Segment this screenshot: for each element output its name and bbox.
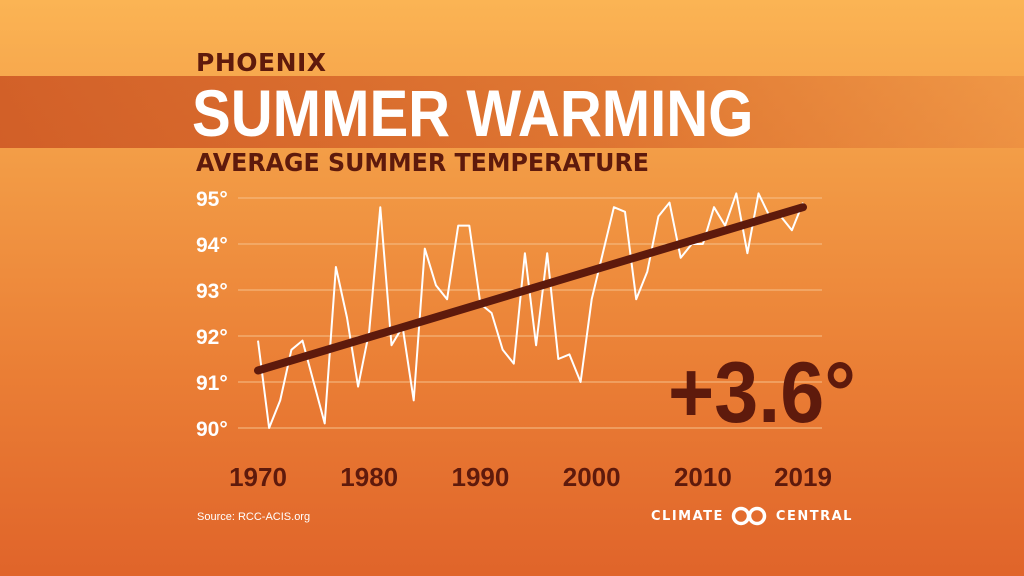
y-tick-label: 92° bbox=[196, 326, 228, 349]
y-tick-label: 93° bbox=[196, 280, 228, 303]
temperature-series-line bbox=[257, 192, 804, 429]
x-tick-label: 2010 bbox=[674, 462, 732, 492]
x-tick-label: 1990 bbox=[452, 462, 510, 492]
x-tick-label: 2019 bbox=[774, 462, 832, 492]
series-group bbox=[254, 192, 807, 429]
logo-word-right: CENTRAL bbox=[775, 508, 853, 524]
y-axis-ticks: 90° 91° 92° 93° 94° 95° bbox=[196, 188, 228, 441]
y-tick-label: 90° bbox=[196, 418, 228, 441]
page-title: SUMMER WARMING bbox=[192, 76, 754, 150]
x-axis-ticks: 1970 1980 1990 2000 2010 2019 bbox=[229, 462, 832, 492]
y-tick-label: 95° bbox=[196, 188, 228, 211]
source-note: Source: RCC-ACIS.org bbox=[197, 511, 311, 523]
climate-central-logo: CLIMATE CENTRAL bbox=[651, 505, 853, 527]
chart-subtitle: AVERAGE SUMMER TEMPERATURE bbox=[196, 148, 649, 177]
city-label: PHOENIX bbox=[196, 48, 327, 77]
x-tick-label: 2000 bbox=[563, 462, 621, 492]
trend-line bbox=[254, 203, 807, 375]
x-tick-label: 1970 bbox=[229, 462, 287, 492]
title-band bbox=[0, 76, 1024, 148]
temperature-change-label: +3.6° bbox=[668, 345, 856, 441]
y-tick-label: 91° bbox=[196, 372, 228, 395]
y-tick-label: 94° bbox=[196, 234, 228, 257]
climate-central-rings-icon bbox=[731, 506, 767, 526]
x-tick-label: 1980 bbox=[340, 462, 398, 492]
gridlines bbox=[238, 197, 822, 429]
logo-word-left: CLIMATE bbox=[651, 508, 724, 524]
